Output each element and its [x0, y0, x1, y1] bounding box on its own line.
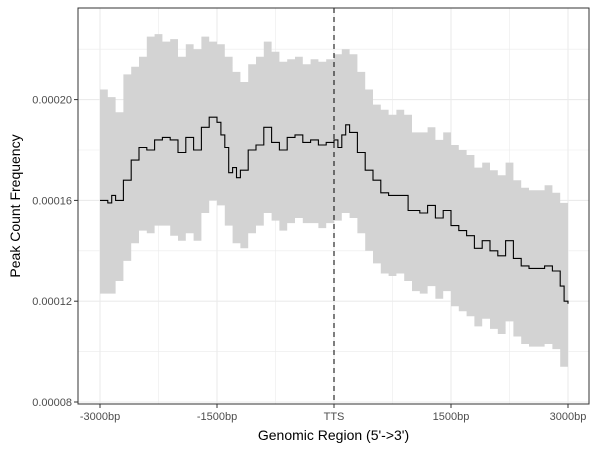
x-tick-label: -3000bp	[80, 411, 120, 423]
x-axis-title: Genomic Region (5'->3')	[258, 427, 409, 443]
y-tick-label: 0.00020	[32, 95, 72, 107]
y-tick-label: 0.00016	[32, 195, 72, 207]
x-tick-label: TTS	[324, 411, 345, 423]
x-tick-label: 1500bp	[433, 411, 470, 423]
y-tick-label: 0.00012	[32, 296, 72, 308]
x-tick-label: -1500bp	[197, 411, 237, 423]
y-tick-label: 0.00008	[32, 397, 72, 409]
x-tick-label: 3000bp	[550, 411, 587, 423]
series-line	[100, 116, 569, 304]
y-axis-title: Peak Count Frequency	[7, 134, 23, 277]
axes: -3000bp -1500bp TTS 1500bp 3000bp 0.00008 0.00…	[32, 95, 586, 423]
